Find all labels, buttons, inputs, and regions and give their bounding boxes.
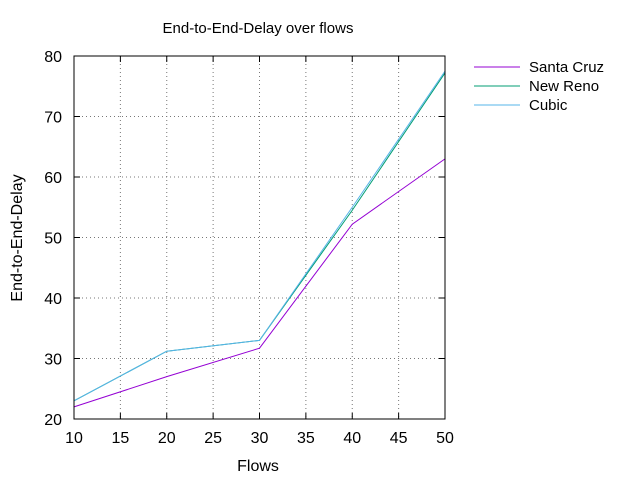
y-tick-label: 70 (44, 110, 62, 127)
x-axis-label: Flows (237, 458, 279, 475)
x-tick-label: 45 (390, 430, 408, 447)
legend-label: Cubic (529, 97, 568, 114)
y-tick-label: 40 (44, 291, 62, 308)
x-tick-label: 15 (111, 430, 129, 447)
series-line-cubic (73, 70, 446, 402)
legend-label: New Reno (529, 78, 599, 95)
axis-ticks (73, 55, 446, 420)
grid-lines (74, 56, 445, 419)
x-tick-label: 30 (251, 430, 269, 447)
legend: Santa Cruz New Reno Cubic (474, 59, 604, 114)
x-tick-label: 35 (297, 430, 315, 447)
series-lines (73, 70, 446, 408)
y-tick-label: 60 (44, 170, 62, 187)
legend-label: Santa Cruz (529, 59, 604, 76)
y-tick-label: 50 (44, 231, 62, 248)
x-tick-label: 10 (65, 430, 83, 447)
x-tick-label: 40 (343, 430, 361, 447)
chart-title: End-to-End-Delay over flows (163, 20, 354, 37)
y-tick-label: 20 (44, 412, 62, 429)
x-tick-label: 25 (204, 430, 222, 447)
y-tick-label: 30 (44, 352, 62, 369)
series-line-santa-cruz (73, 158, 446, 408)
x-tick-label: 50 (436, 430, 454, 447)
y-axis-label: End-to-End-Delay (9, 174, 26, 301)
x-tick-label: 20 (158, 430, 176, 447)
x-tick-labels: 10 15 20 25 30 35 40 45 50 (65, 430, 454, 447)
y-tick-label: 80 (44, 49, 62, 66)
y-tick-labels: 20 30 40 50 60 70 80 (44, 49, 62, 429)
